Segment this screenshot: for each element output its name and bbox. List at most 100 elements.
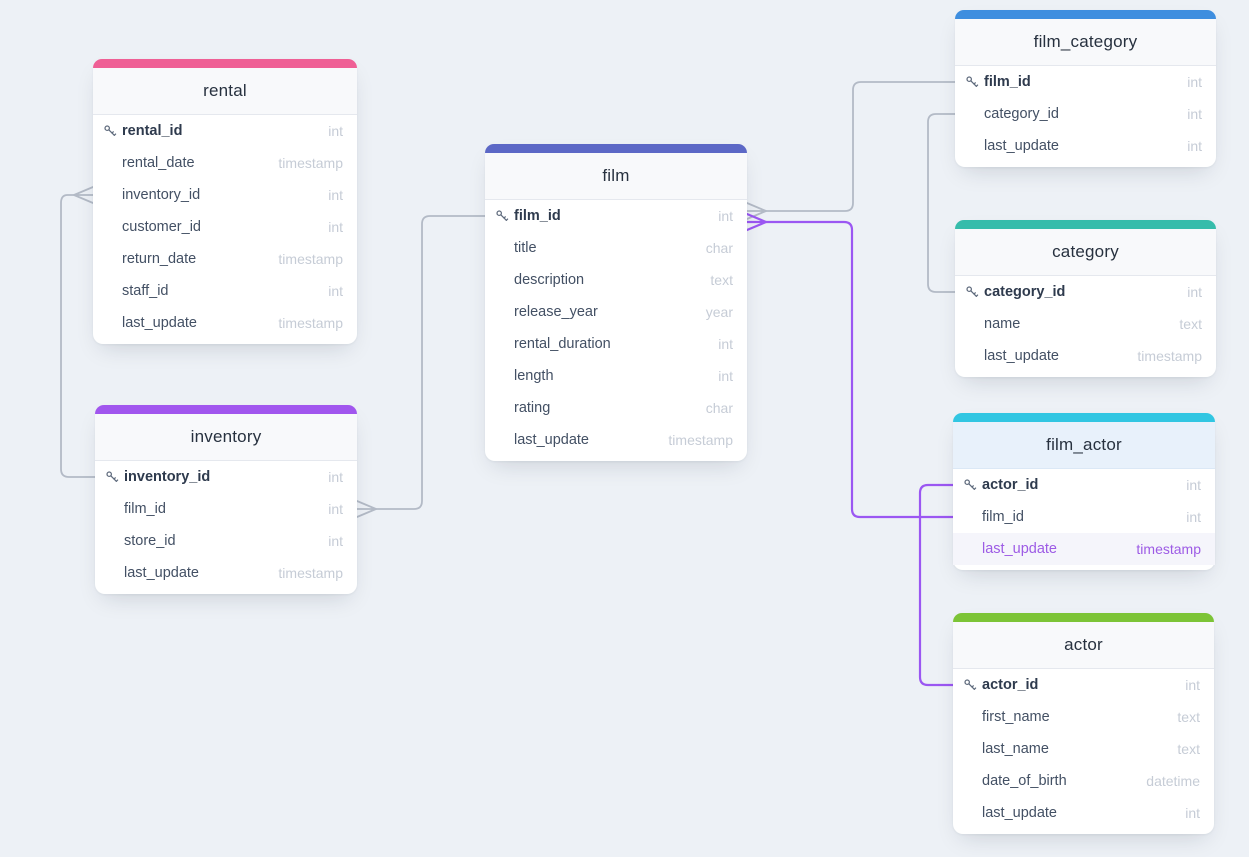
table-header-category[interactable]: category: [955, 229, 1216, 276]
field-row-film-film_id[interactable]: film_id int: [485, 200, 747, 232]
relationship-rental-inventory[interactable]: [60, 194, 96, 478]
field-name: staff_id: [122, 283, 169, 299]
field-name: last_update: [984, 348, 1059, 364]
primary-key-icon-slot: [103, 124, 122, 138]
table-film_actor[interactable]: film_actor actor_id int film_id int last_upd…: [953, 413, 1215, 570]
field-row-film-release_year[interactable]: release_year year: [485, 296, 747, 328]
field-row-rental-staff_id[interactable]: staff_id int: [93, 275, 357, 307]
field-row-film_category-category_id[interactable]: category_id int: [955, 98, 1216, 130]
field-row-film-last_update[interactable]: last_update timestamp: [485, 424, 747, 456]
field-row-rental-rental_date[interactable]: rental_date timestamp: [93, 147, 357, 179]
field-name: last_update: [982, 541, 1057, 557]
field-row-rental-last_update[interactable]: last_update timestamp: [93, 307, 357, 339]
field-row-rental-customer_id[interactable]: customer_id int: [93, 211, 357, 243]
field-row-actor-last_name[interactable]: last_name text: [953, 733, 1214, 765]
field-row-film_actor-last_update[interactable]: last_update timestamp: [953, 533, 1215, 565]
field-row-film_category-last_update[interactable]: last_update int: [955, 130, 1216, 162]
primary-key-icon: [106, 471, 119, 482]
field-row-inventory-last_update[interactable]: last_update timestamp: [95, 557, 357, 589]
field-name: last_name: [982, 741, 1049, 757]
relationship-film_actor-actor[interactable]: [918, 483, 955, 687]
field-type: int: [1186, 509, 1201, 525]
table-header-inventory[interactable]: inventory: [95, 414, 357, 461]
table-header-film_category[interactable]: film_category: [955, 19, 1216, 66]
table-title: inventory: [190, 427, 262, 446]
field-type: int: [1187, 74, 1202, 90]
relationship-inventory-film[interactable]: [375, 215, 486, 510]
field-type: int: [328, 501, 343, 517]
field-row-actor-first_name[interactable]: first_name text: [953, 701, 1214, 733]
field-row-actor-date_of_birth[interactable]: date_of_birth datetime: [953, 765, 1214, 797]
field-row-film-length[interactable]: length int: [485, 360, 747, 392]
crow-foot-inventory-film[interactable]: [356, 500, 377, 518]
field-name: rental_id: [122, 123, 183, 139]
table-accent-bar: [955, 220, 1216, 229]
table-header-actor[interactable]: actor: [953, 622, 1214, 669]
crow-foot-film-film_category[interactable]: [746, 202, 767, 220]
table-film_category[interactable]: film_category film_id int category_id int la…: [955, 10, 1216, 167]
primary-key-icon: [964, 679, 977, 690]
field-type: int: [1187, 106, 1202, 122]
field-type: int: [328, 219, 343, 235]
field-name: film_id: [984, 74, 1031, 90]
field-name: last_update: [122, 315, 197, 331]
table-title: rental: [203, 81, 247, 100]
crow-foot-rental-inventory[interactable]: [73, 186, 94, 204]
table-accent-bar: [955, 10, 1216, 19]
field-name: length: [514, 368, 554, 384]
field-row-film_actor-actor_id[interactable]: actor_id int: [953, 469, 1215, 501]
field-row-rental-rental_id[interactable]: rental_id int: [93, 115, 357, 147]
field-type: int: [328, 187, 343, 203]
field-type: text: [1177, 709, 1200, 725]
relationship-film-film_category[interactable]: [765, 81, 956, 212]
field-row-inventory-inventory_id[interactable]: inventory_id int: [95, 461, 357, 493]
field-row-film_category-film_id[interactable]: film_id int: [955, 66, 1216, 98]
field-row-film-rental_duration[interactable]: rental_duration int: [485, 328, 747, 360]
field-row-rental-return_date[interactable]: return_date timestamp: [93, 243, 357, 275]
table-inventory[interactable]: inventory inventory_id int film_id int store…: [95, 405, 357, 594]
field-type: timestamp: [278, 565, 343, 581]
field-type: int: [718, 368, 733, 384]
table-category[interactable]: category category_id int name text last_upda…: [955, 220, 1216, 377]
field-row-film-title[interactable]: title char: [485, 232, 747, 264]
crow-foot-film-film_actor[interactable]: [745, 212, 768, 232]
field-name: category_id: [984, 106, 1059, 122]
relationship-film-film_actor[interactable]: [764, 220, 955, 519]
field-row-rental-inventory_id[interactable]: inventory_id int: [93, 179, 357, 211]
field-row-category-last_update[interactable]: last_update timestamp: [955, 340, 1216, 372]
field-name: inventory_id: [124, 469, 211, 485]
table-accent-bar: [485, 144, 747, 153]
field-name: rental_duration: [514, 336, 611, 352]
table-header-film_actor[interactable]: film_actor: [953, 422, 1215, 469]
relationship-film_category-category[interactable]: [927, 113, 956, 293]
field-row-film_actor-film_id[interactable]: film_id int: [953, 501, 1215, 533]
field-row-actor-last_update[interactable]: last_update int: [953, 797, 1214, 829]
field-type: year: [705, 304, 733, 320]
field-row-category-name[interactable]: name text: [955, 308, 1216, 340]
field-row-actor-actor_id[interactable]: actor_id int: [953, 669, 1214, 701]
field-type: text: [1177, 741, 1200, 757]
field-row-inventory-store_id[interactable]: store_id int: [95, 525, 357, 557]
field-list: film_id int title char description text releas…: [485, 200, 747, 461]
field-type: timestamp: [278, 315, 343, 331]
field-name: inventory_id: [122, 187, 201, 203]
table-accent-bar: [93, 59, 357, 68]
field-name: film_id: [514, 208, 561, 224]
field-list: film_id int category_id int last_update int: [955, 66, 1216, 167]
table-film[interactable]: film film_id int title char description text r…: [485, 144, 747, 461]
table-header-film[interactable]: film: [485, 153, 747, 200]
field-name: actor_id: [982, 477, 1039, 493]
table-header-rental[interactable]: rental: [93, 68, 357, 115]
field-name: date_of_birth: [982, 773, 1067, 789]
field-name: rating: [514, 400, 551, 416]
field-row-inventory-film_id[interactable]: film_id int: [95, 493, 357, 525]
field-row-category-category_id[interactable]: category_id int: [955, 276, 1216, 308]
field-row-film-description[interactable]: description text: [485, 264, 747, 296]
field-list: rental_id int rental_date timestamp inventor…: [93, 115, 357, 344]
field-list: actor_id int first_name text last_name text da…: [953, 669, 1214, 834]
field-row-film-rating[interactable]: rating char: [485, 392, 747, 424]
table-rental[interactable]: rental rental_id int rental_date timestamp i…: [93, 59, 357, 344]
table-actor[interactable]: actor actor_id int first_name text last_name…: [953, 613, 1214, 834]
field-type: timestamp: [278, 251, 343, 267]
